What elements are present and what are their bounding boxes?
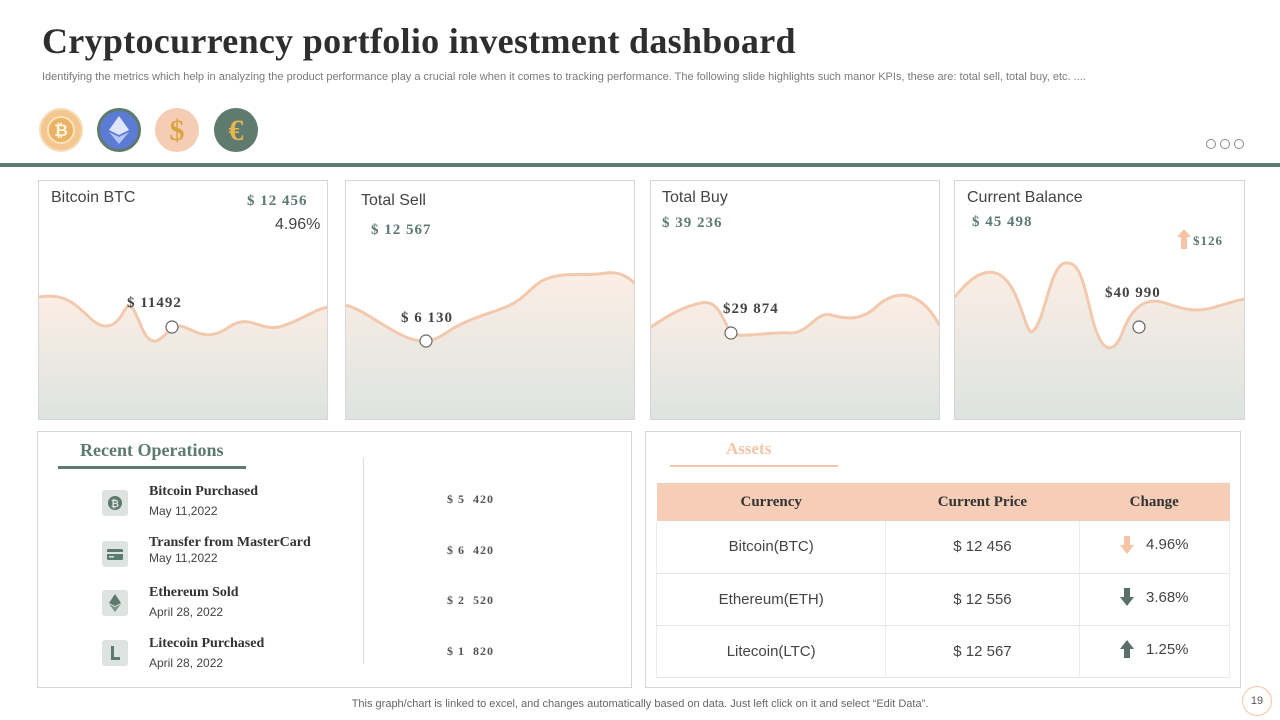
operation-item[interactable]: Transfer from MasterCard May 11,2022 $ 6… <box>38 535 628 575</box>
change-value: 4.96% <box>1145 536 1189 554</box>
bitcoin-card-value: $ 12 456 <box>247 193 308 209</box>
ethereum-coin-icon <box>97 108 141 152</box>
change-cell: 1.25% <box>1079 625 1231 678</box>
recent-operations-underline <box>58 466 246 469</box>
bitcoin-card-label: Bitcoin BTC <box>51 189 136 206</box>
svg-text:€: € <box>229 114 244 146</box>
price-cell: $ 12 456 <box>885 521 1080 574</box>
header-divider <box>0 163 1280 167</box>
bitcoin-coin-icon: ₿ <box>39 108 83 152</box>
change-cell: 3.68% <box>1079 573 1231 626</box>
current-balance-point-value: $40 990 <box>1105 285 1161 301</box>
footer-note: This graph/chart is linked to excel, and… <box>351 698 929 710</box>
total-buy-label: Total Buy <box>662 189 728 206</box>
page-title: Cryptocurrency portfolio investment dash… <box>42 21 796 61</box>
column-header-currency: Currency <box>656 483 886 521</box>
operation-date: May 11,2022 <box>149 551 218 565</box>
current-balance-label: Current Balance <box>967 189 1083 206</box>
recent-operations-title: Recent Operations <box>80 440 224 460</box>
operation-title: Litecoin Purchased <box>149 636 265 651</box>
svg-text:₿: ₿ <box>54 121 68 140</box>
operation-item[interactable]: Ethereum Sold April 28, 2022 $ 2 520 <box>38 585 628 625</box>
svg-text:₿: ₿ <box>111 498 119 510</box>
assets-panel: Assets Currency Current Price Change Bit… <box>645 431 1241 688</box>
up-arrow-icon <box>1177 229 1191 249</box>
recent-operations-panel: Recent Operations ₿ Bitcoin Purchased Ma… <box>37 431 632 688</box>
total-sell-label: Total Sell <box>361 192 426 209</box>
operation-title: Transfer from MasterCard <box>149 535 311 550</box>
operation-date: May 11,2022 <box>149 504 218 518</box>
column-header-change: Change <box>1079 483 1230 521</box>
change-cell: 4.96% <box>1079 521 1231 574</box>
total-buy-value: $ 39 236 <box>662 215 723 231</box>
recent-operations-separator <box>363 458 364 664</box>
price-cell: $ 12 567 <box>885 625 1080 678</box>
column-header-current-price: Current Price <box>885 483 1080 521</box>
assets-header-row: Currency Current Price Change <box>656 483 1230 521</box>
bitcoin-card: Bitcoin BTC $ 12 456 4.96% $ 11492 <box>38 180 328 420</box>
price-cell: $ 12 556 <box>885 573 1080 626</box>
total-sell-value: $ 12 567 <box>371 222 432 238</box>
operation-amount: $ 1 820 <box>447 644 494 658</box>
total-sell-card: Total Sell $ 12 567 $ 6 130 <box>345 180 635 420</box>
ethereum-icon <box>102 590 128 616</box>
down-arrow-icon <box>1119 588 1134 606</box>
assets-table: Currency Current Price Change Bitcoin(BT… <box>655 483 1231 678</box>
operation-item[interactable]: ₿ Bitcoin Purchased May 11,2022 $ 5 420 <box>38 484 628 524</box>
slide-dots <box>1206 139 1244 149</box>
currency-cell: Litecoin(LTC) <box>655 625 887 678</box>
current-balance-value: $ 45 498 <box>972 214 1033 230</box>
euro-coin-icon: € <box>214 108 258 152</box>
operation-amount: $ 5 420 <box>447 492 494 506</box>
operation-amount: $ 2 520 <box>447 593 494 607</box>
currency-cell: Ethereum(ETH) <box>655 573 887 626</box>
page-subtitle: Identifying the metrics which help in an… <box>42 71 1086 83</box>
svg-text:$: $ <box>170 114 185 146</box>
bitcoin-card-percent: 4.96% <box>275 216 321 233</box>
table-row[interactable]: Bitcoin(BTC) $ 12 456 4.96% <box>655 521 1231 574</box>
change-value: 3.68% <box>1145 588 1189 606</box>
down-arrow-icon <box>1119 535 1134 554</box>
litecoin-icon <box>102 640 128 666</box>
credit-card-icon <box>102 541 128 567</box>
change-value: 1.25% <box>1145 640 1189 658</box>
assets-underline <box>670 465 838 467</box>
current-balance-change: $126 <box>1193 233 1223 248</box>
operation-date: April 28, 2022 <box>149 605 224 619</box>
current-balance-card: Current Balance $ 45 498 $126 $40 990 <box>954 180 1245 420</box>
up-arrow-icon <box>1119 640 1134 658</box>
operation-title: Bitcoin Purchased <box>149 484 259 499</box>
currency-cell: Bitcoin(BTC) <box>655 521 887 574</box>
bitcoin-icon: ₿ <box>102 490 128 516</box>
operation-amount: $ 6 420 <box>447 543 494 557</box>
page-number: 19 <box>1242 686 1272 716</box>
operation-title: Ethereum Sold <box>149 585 239 600</box>
operation-date: April 28, 2022 <box>149 656 224 670</box>
dollar-coin-icon: $ <box>155 108 199 152</box>
table-row[interactable]: Ethereum(ETH) $ 12 556 3.68% <box>655 573 1231 626</box>
assets-title: Assets <box>726 439 772 458</box>
table-row[interactable]: Litecoin(LTC) $ 12 567 1.25% <box>655 625 1231 678</box>
total-sell-point-value: $ 6 130 <box>401 310 453 326</box>
total-buy-point-value: $29 874 <box>723 301 779 317</box>
operation-item[interactable]: Litecoin Purchased April 28, 2022 $ 1 82… <box>38 636 628 676</box>
total-buy-card: Total Buy $ 39 236 $29 874 <box>650 180 940 420</box>
bitcoin-card-point-value: $ 11492 <box>127 295 182 311</box>
